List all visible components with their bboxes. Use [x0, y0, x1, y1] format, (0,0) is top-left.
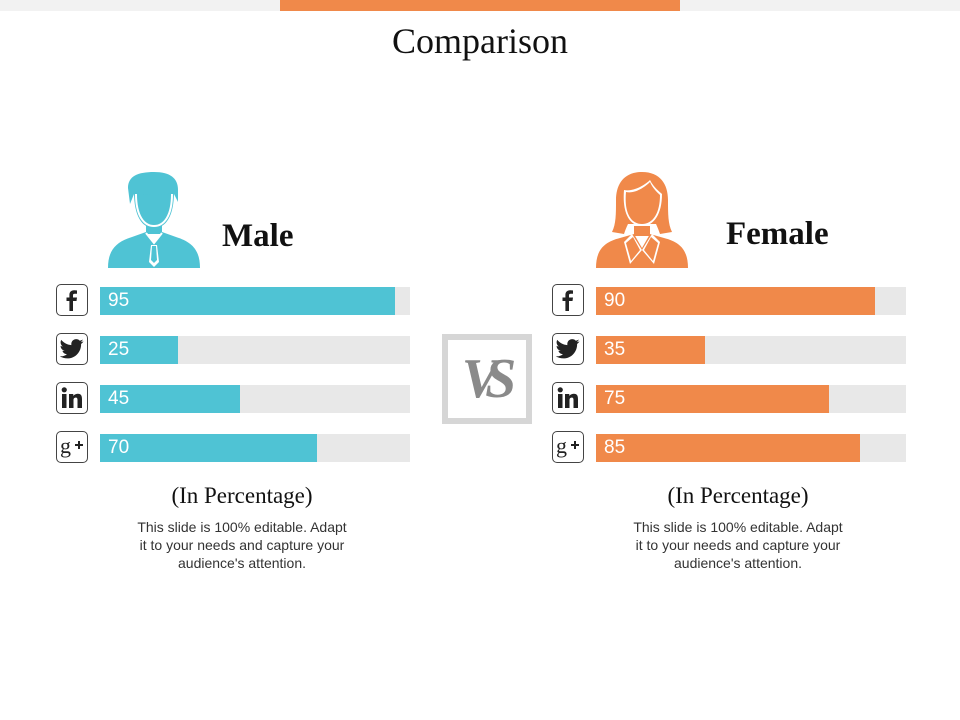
female-label: Female — [726, 216, 829, 252]
vs-label: VS — [461, 348, 516, 410]
male-note: This slide is 100% editable. Adapt it to… — [137, 519, 347, 571]
male-bar-fill-linkedin — [100, 385, 240, 413]
male-avatar-icon — [108, 172, 200, 268]
male-panel: Male 95 25 45 g — [56, 0, 436, 720]
top-bar-left — [0, 0, 280, 11]
male-bar-linkedin: 45 — [56, 382, 416, 418]
male-bar-fill-twitter — [100, 336, 178, 364]
female-bar-track: 35 — [596, 336, 906, 364]
male-bar-track: 70 — [100, 434, 410, 462]
female-subtitle: (In Percentage) — [667, 483, 809, 508]
male-subtitle: (In Percentage) — [171, 483, 313, 508]
female-bar-google-plus: g 85 — [552, 431, 912, 467]
facebook-icon — [552, 284, 584, 316]
female-bar-track: 90 — [596, 287, 906, 315]
bar-value: 70 — [108, 437, 130, 458]
facebook-icon — [56, 284, 88, 316]
svg-text:g: g — [60, 435, 71, 458]
bar-value: 75 — [604, 388, 626, 409]
top-bar-accent — [280, 0, 680, 11]
male-bar-track: 25 — [100, 336, 410, 364]
male-label: Male — [222, 218, 294, 254]
female-bar-fill-facebook — [596, 287, 875, 315]
bar-value: 25 — [108, 339, 130, 360]
male-bar-google-plus: g 70 — [56, 431, 416, 467]
male-bar-fill-facebook — [100, 287, 395, 315]
page-title: Comparison — [392, 21, 568, 61]
twitter-icon — [56, 333, 88, 365]
female-bar-facebook: 90 — [552, 284, 912, 320]
bar-value: 90 — [604, 290, 626, 311]
top-bar-right — [680, 0, 960, 11]
twitter-icon — [552, 333, 584, 365]
bar-value: 95 — [108, 290, 130, 311]
female-bar-linkedin: 75 — [552, 382, 912, 418]
google-plus-icon: g — [552, 431, 584, 463]
bar-value: 85 — [604, 437, 626, 458]
female-bar-track: 75 — [596, 385, 906, 413]
svg-text:g: g — [556, 435, 567, 458]
google-plus-icon: g — [56, 431, 88, 463]
male-bar-twitter: 25 — [56, 333, 416, 369]
female-avatar-icon — [596, 172, 688, 268]
female-bar-twitter: 35 — [552, 333, 912, 369]
female-bar-track: 85 — [596, 434, 906, 462]
female-panel: Female 90 35 75 g — [552, 0, 932, 720]
bar-value: 35 — [604, 339, 626, 360]
male-bar-track: 95 — [100, 287, 410, 315]
female-bar-fill-google-plus — [596, 434, 860, 462]
male-bar-fill-google-plus — [100, 434, 317, 462]
female-bar-fill-twitter — [596, 336, 705, 364]
vs-badge: VS — [442, 334, 532, 424]
female-bar-fill-linkedin — [596, 385, 829, 413]
male-bar-facebook: 95 — [56, 284, 416, 320]
male-bar-track: 45 — [100, 385, 410, 413]
bar-value: 45 — [108, 388, 130, 409]
linkedin-icon — [552, 382, 584, 414]
linkedin-icon — [56, 382, 88, 414]
female-note: This slide is 100% editable. Adapt it to… — [633, 519, 843, 571]
